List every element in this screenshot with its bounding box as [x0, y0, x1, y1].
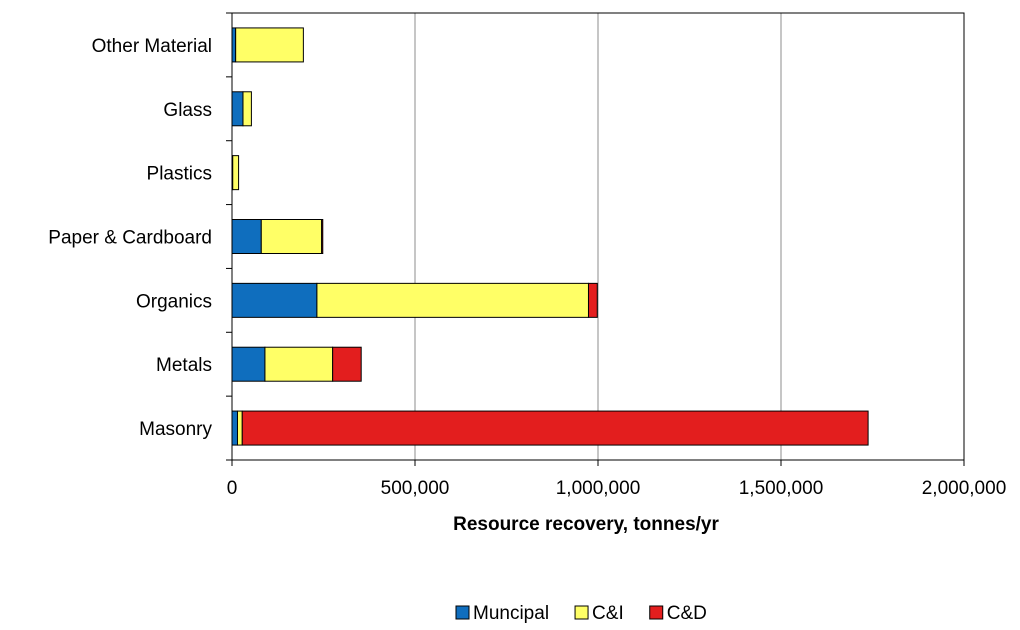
y-tick-label: Glass [163, 100, 212, 121]
x-tick-label: 1,000,000 [556, 478, 641, 499]
legend-label: C&I [592, 603, 624, 624]
x-axis-title: Resource recovery, tonnes/yr [453, 514, 719, 535]
legend-label: Muncipal [473, 603, 549, 624]
bar-segment [235, 27, 304, 63]
bar-segment [332, 346, 362, 382]
bar-segment [231, 27, 237, 63]
bars [231, 27, 869, 446]
x-tick-label: 1,500,000 [739, 478, 824, 499]
y-tick-label: Metals [156, 355, 212, 376]
bar-segment [231, 219, 262, 254]
legend-label: C&D [667, 603, 707, 624]
gridlines [414, 13, 782, 460]
bar-segment [231, 282, 318, 318]
bar-segment [241, 410, 869, 446]
y-tick-label: Plastics [147, 164, 212, 185]
bar-segment [236, 410, 243, 446]
bar-segment [231, 410, 238, 446]
x-tick-label: 500,000 [381, 478, 450, 499]
legend: Muncipal C&I C&D [455, 603, 707, 624]
bar-segment [232, 155, 240, 191]
bar-segment [260, 219, 323, 254]
legend-swatch [649, 605, 664, 620]
x-tick-label: 0 [227, 478, 238, 499]
y-tick-label: Masonry [139, 419, 212, 440]
bar-segment [231, 91, 244, 127]
y-tick-label: Other Material [92, 36, 212, 57]
x-tick-label: 2,000,000 [922, 478, 1007, 499]
bar-segment [587, 282, 598, 318]
y-tick-label: Organics [136, 291, 212, 312]
axes: Other Material Glass Plastics Paper & Cardb… [48, 12, 1007, 499]
y-tick-label: Paper & Cardboard [48, 228, 212, 249]
bar-segment [321, 219, 324, 254]
bar-segment [231, 346, 266, 382]
legend-swatch [455, 605, 470, 620]
bar-segment [242, 91, 252, 127]
bar-segment [264, 346, 334, 382]
legend-swatch [574, 605, 589, 620]
bar-segment [316, 282, 589, 318]
